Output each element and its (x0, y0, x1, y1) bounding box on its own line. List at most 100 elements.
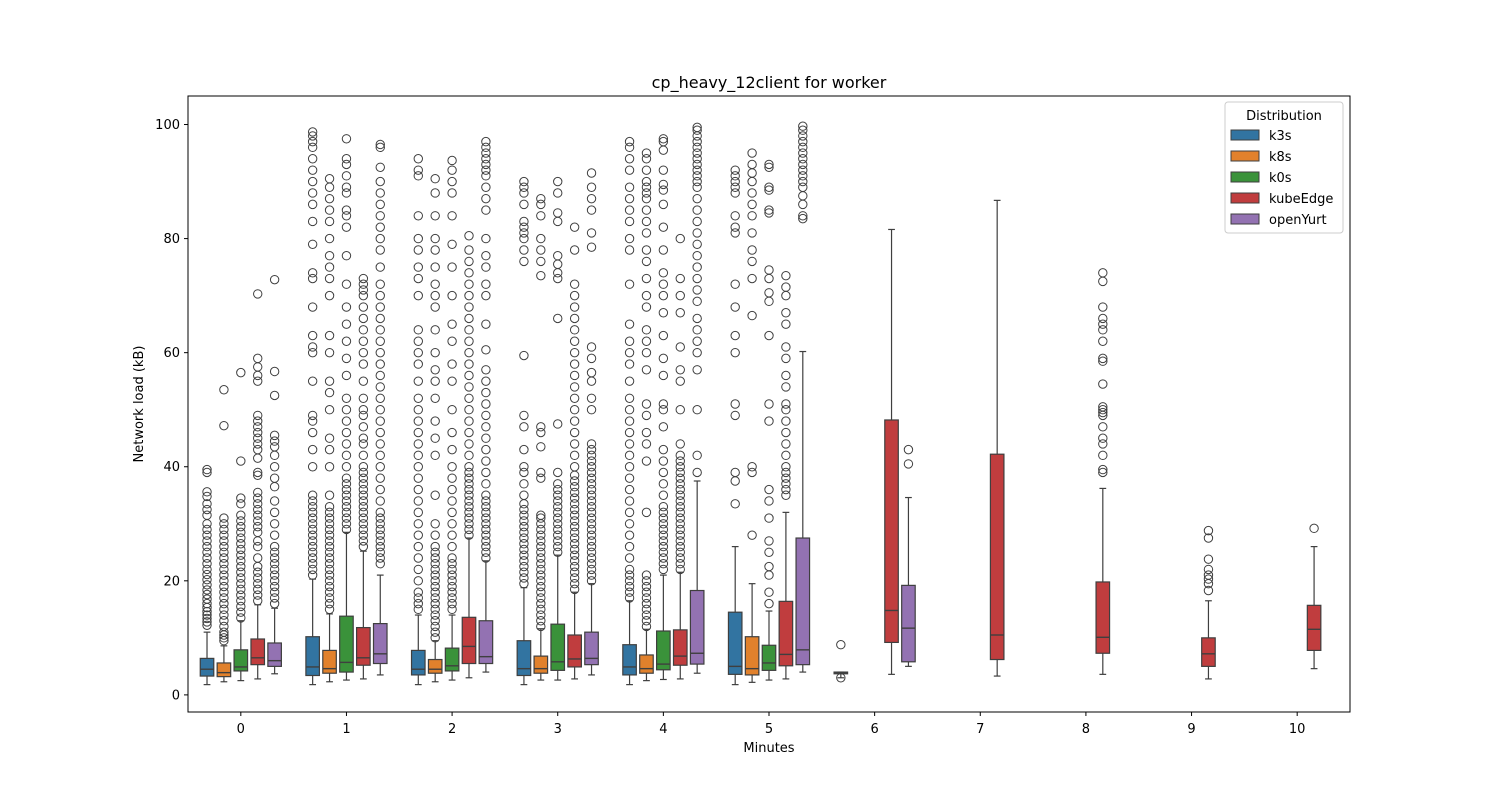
outlier-point (641, 439, 652, 449)
outlier-point (481, 410, 491, 421)
outlier-point (586, 484, 597, 495)
outlier-point (658, 456, 669, 466)
outlier-point (586, 242, 597, 252)
outlier-point (413, 507, 423, 518)
outlier-point (236, 516, 246, 526)
outlier-point (464, 427, 474, 438)
outlier-point (375, 416, 385, 426)
outlier-point (307, 142, 318, 153)
iqr-box (989, 453, 1005, 661)
outlier-point (481, 456, 491, 466)
outlier-point (641, 148, 652, 158)
outlier-point (269, 473, 280, 483)
outlier-point (413, 587, 423, 597)
outlier-point (569, 427, 580, 438)
legend-title: Distribution (1246, 109, 1322, 124)
outlier-point (413, 604, 423, 615)
outlier-point (569, 336, 580, 346)
outlier-point (586, 182, 597, 192)
outlier-point (624, 216, 635, 227)
outlier-point (447, 290, 457, 301)
outlier-point (481, 159, 491, 170)
outlier-point (675, 290, 685, 301)
outlier-point (781, 308, 791, 318)
outlier-point (413, 171, 423, 181)
outlier-point (430, 541, 440, 552)
outlier-point (219, 593, 229, 603)
outlier-point (430, 433, 440, 443)
outlier-point (536, 547, 546, 557)
outlier-point (358, 285, 369, 295)
outlier-point (675, 376, 685, 386)
outlier-point (569, 556, 580, 566)
outlier-point (307, 347, 318, 358)
outlier-point (324, 553, 335, 563)
outlier-point (730, 410, 740, 421)
outlier-point (536, 270, 546, 281)
box-k0s-minute-3 (550, 176, 566, 681)
outlier-point (430, 581, 440, 592)
outlier-point (586, 496, 597, 506)
outlier-point (641, 165, 652, 175)
outlier-point (324, 216, 335, 227)
iqr-box (478, 620, 494, 665)
outlier-point (375, 199, 385, 210)
outlier-point (324, 524, 335, 535)
outlier-point (253, 567, 263, 577)
outlier-point (553, 530, 563, 540)
x-tick-label: 5 (765, 722, 773, 737)
outlier-point (798, 125, 808, 135)
outlier-point (586, 524, 597, 535)
outlier-point (447, 462, 457, 472)
box-kubeEdge-minute-7 (989, 199, 1005, 677)
outlier-point (447, 553, 457, 563)
outlier-point (341, 159, 352, 170)
outlier-point (375, 405, 385, 415)
outlier-point (358, 347, 369, 358)
outlier-point (675, 456, 685, 466)
outlier-point (430, 290, 440, 301)
outlier-point (430, 302, 440, 312)
series-openYurt (267, 121, 916, 676)
outlier-point (764, 159, 774, 170)
outlier-point (536, 536, 546, 546)
outlier-point (569, 302, 580, 312)
outlier-point (481, 541, 491, 552)
outlier-point (675, 519, 685, 529)
outlier-point (341, 473, 352, 483)
outlier-point (658, 467, 669, 478)
legend-swatch (1230, 129, 1260, 141)
outlier-point (269, 390, 280, 401)
outlier-point (624, 593, 635, 603)
outlier-point (1098, 268, 1108, 278)
outlier-point (536, 570, 546, 580)
outlier-point (781, 416, 791, 426)
outlier-point (692, 405, 702, 415)
outlier-point (269, 430, 280, 441)
outlier-point (324, 387, 335, 398)
outlier-point (781, 473, 791, 483)
outlier-point (253, 470, 263, 480)
outlier-point (307, 513, 318, 523)
axis-layer: 0 20 40 60 80 100 0 1 2 3 4 5 6 7 8 9 10 (155, 118, 1305, 737)
outlier-point (269, 587, 280, 597)
outlier-point (341, 182, 352, 192)
outlier-point (781, 479, 791, 489)
outlier-point (447, 188, 457, 198)
outlier-point (536, 541, 546, 552)
outlier-point (675, 342, 685, 352)
outlier-point (269, 576, 280, 586)
outlier-point (253, 289, 263, 299)
outlier-point (358, 536, 369, 546)
outlier-point (764, 547, 774, 557)
outlier-point (624, 581, 635, 592)
legend-label: k8s (1269, 150, 1292, 165)
outlier-point (375, 507, 385, 518)
outlier-point (307, 154, 318, 164)
outlier-point (358, 496, 369, 506)
outlier-point (519, 567, 529, 577)
outlier-point (536, 442, 546, 452)
outlier-point (536, 256, 546, 267)
outlier-point (236, 567, 246, 577)
outlier-point (236, 544, 246, 555)
